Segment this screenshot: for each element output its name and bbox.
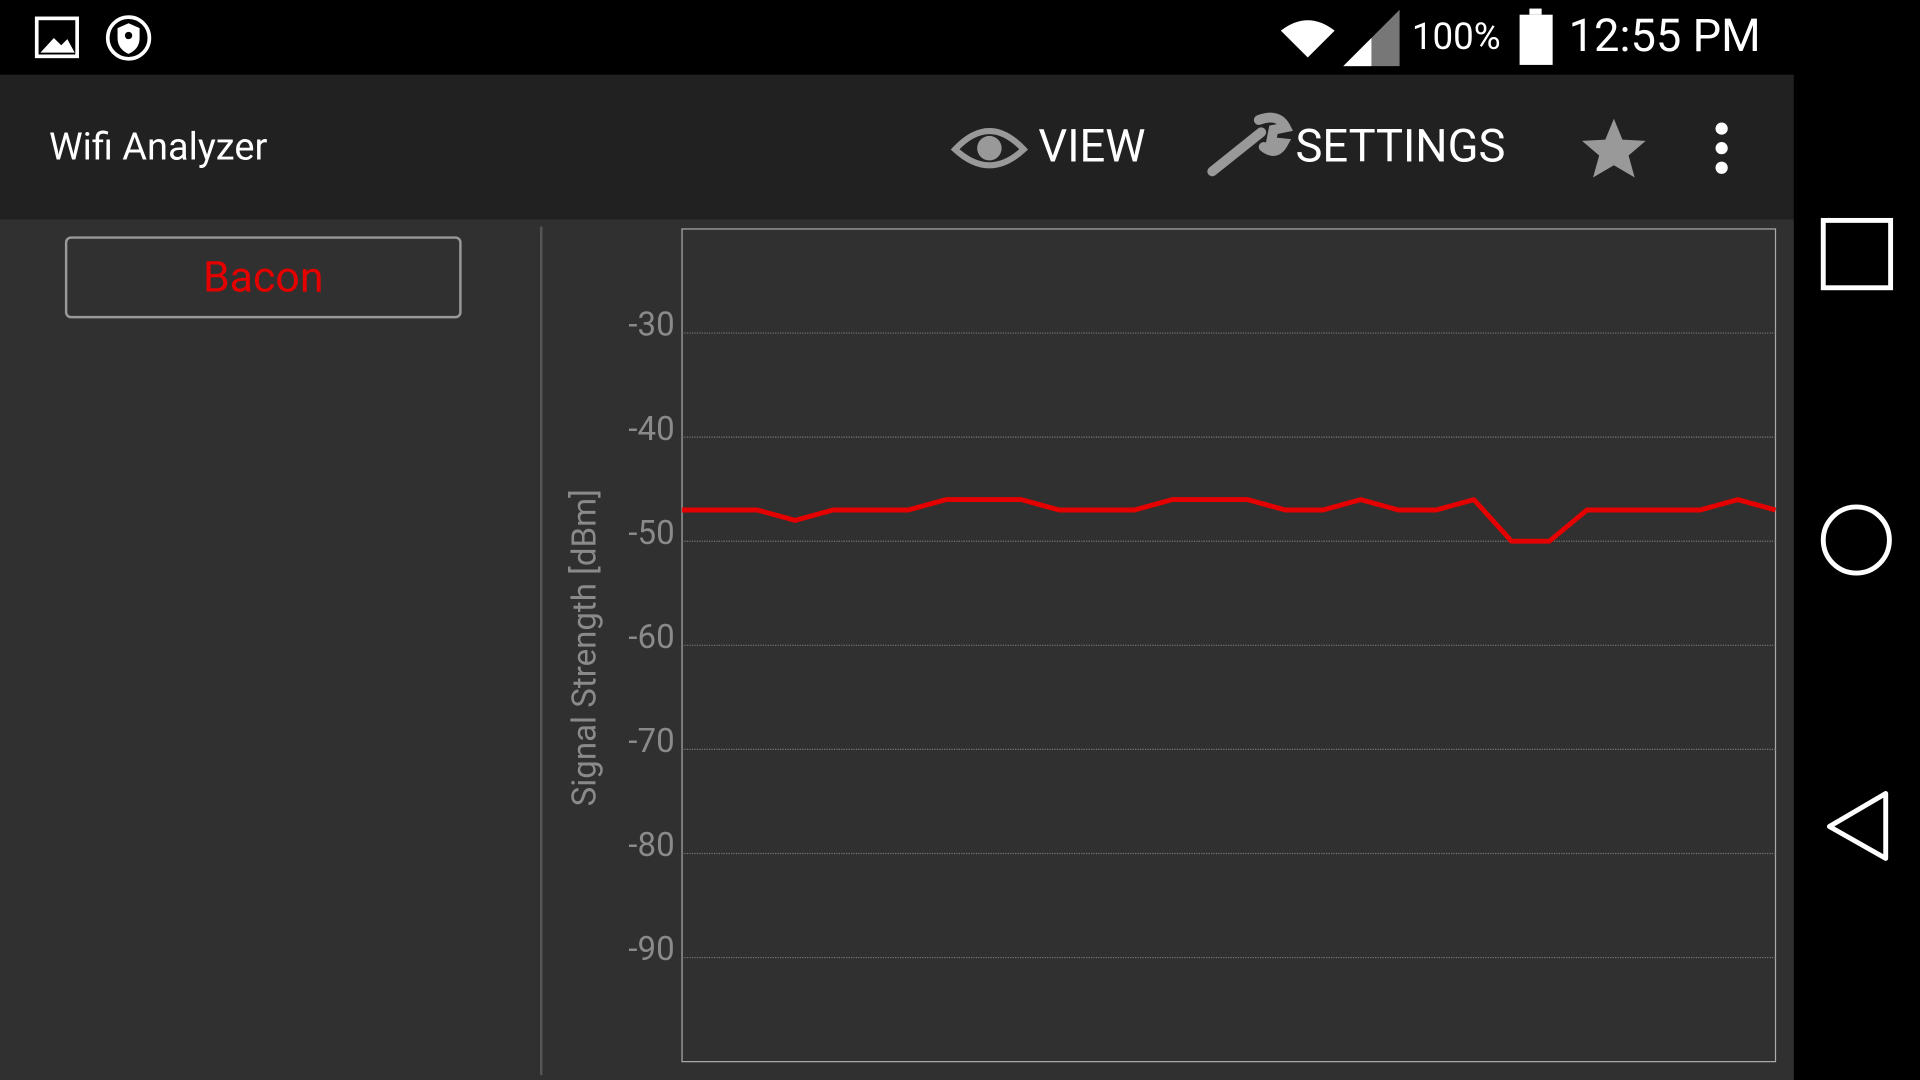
view-button[interactable]: VIEW — [950, 120, 1145, 173]
home-button[interactable] — [1820, 504, 1892, 576]
nav-bar — [1793, 0, 1920, 1080]
y-tick-label: -80 — [628, 826, 674, 865]
y-tick-label: -70 — [628, 722, 674, 761]
gallery-icon — [34, 16, 79, 59]
app-bar — [0, 74, 1794, 220]
legend-button[interactable]: Bacon — [64, 236, 462, 319]
battery-icon — [1519, 8, 1553, 65]
battery-percent: 100% — [1412, 15, 1501, 58]
settings-button[interactable]: SETTINGS — [1207, 112, 1506, 177]
y-tick-label: -60 — [628, 618, 674, 657]
legend-label[interactable]: Bacon — [203, 253, 324, 303]
y-axis-label: Signal Strength [dBm] — [565, 489, 604, 806]
signal-icon-fill — [1343, 37, 1372, 67]
favorite-button[interactable] — [1582, 118, 1646, 178]
clock: 12:55 PM — [1569, 10, 1761, 63]
settings-label[interactable]: SETTINGS — [1296, 120, 1506, 173]
overflow-menu[interactable] — [1715, 122, 1728, 174]
status-bar — [0, 0, 1920, 75]
wifi-icon — [1280, 20, 1335, 58]
y-tick-label: -30 — [628, 306, 674, 345]
y-tick-label: -50 — [628, 514, 674, 553]
chart: -30 -40 -50 -60 -70 -80 -90 Signal Strength [dB… — [565, 228, 1777, 1063]
y-tick-label: -90 — [628, 930, 674, 969]
recents-button[interactable] — [1820, 217, 1894, 291]
y-tick-label: -40 — [628, 410, 674, 449]
series-line — [682, 497, 1777, 544]
shield-icon — [105, 15, 152, 61]
app-title: Wifi Analyzer — [49, 125, 267, 169]
view-label[interactable]: VIEW — [1038, 120, 1145, 173]
back-button[interactable] — [1826, 791, 1889, 861]
